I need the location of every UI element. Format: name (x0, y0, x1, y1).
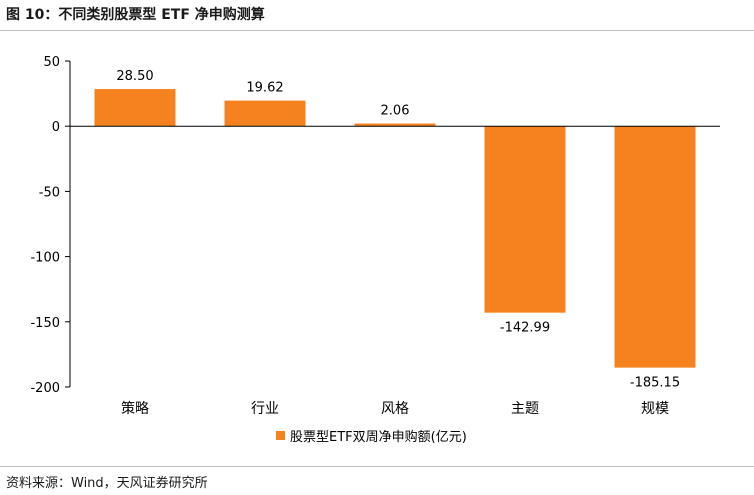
category-label: 策略 (121, 400, 149, 417)
data-label: 2.06 (381, 104, 410, 119)
y-tick-label: -50 (39, 185, 60, 200)
data-label: -142.99 (500, 321, 550, 336)
legend-swatch (276, 431, 285, 440)
category-label: 行业 (251, 401, 279, 417)
data-label: 28.50 (116, 69, 153, 84)
source-note: 资料来源：Wind，天风证券研究所 (6, 476, 208, 491)
y-tick-label: -150 (30, 316, 60, 331)
figure-title: 图 10：不同类别股票型 ETF 净申购测算 (6, 7, 265, 23)
category-label: 风格 (381, 401, 409, 417)
y-tick-label: -100 (30, 251, 60, 266)
bar-1 (224, 100, 306, 127)
data-label: -185.15 (630, 376, 680, 391)
y-tick-label: 0 (52, 120, 60, 135)
bar-3 (484, 126, 566, 313)
bar-0 (94, 89, 176, 127)
top-divider (0, 30, 754, 31)
bar-chart: 50 0 -50 -100 -150 -200 28.50 策略 19.62 行业 2.06 风格 -1… (30, 55, 720, 445)
bottom-divider (0, 466, 754, 467)
bar-2 (354, 123, 436, 127)
y-tick-label: -200 (30, 381, 60, 396)
category-label: 规模 (641, 401, 669, 417)
bar-4 (614, 126, 696, 368)
category-label: 主题 (511, 401, 539, 417)
y-tick-label: 50 (43, 55, 60, 70)
legend-label: 股票型ETF双周净申购额(亿元) (290, 429, 467, 445)
data-label: 19.62 (246, 81, 283, 96)
